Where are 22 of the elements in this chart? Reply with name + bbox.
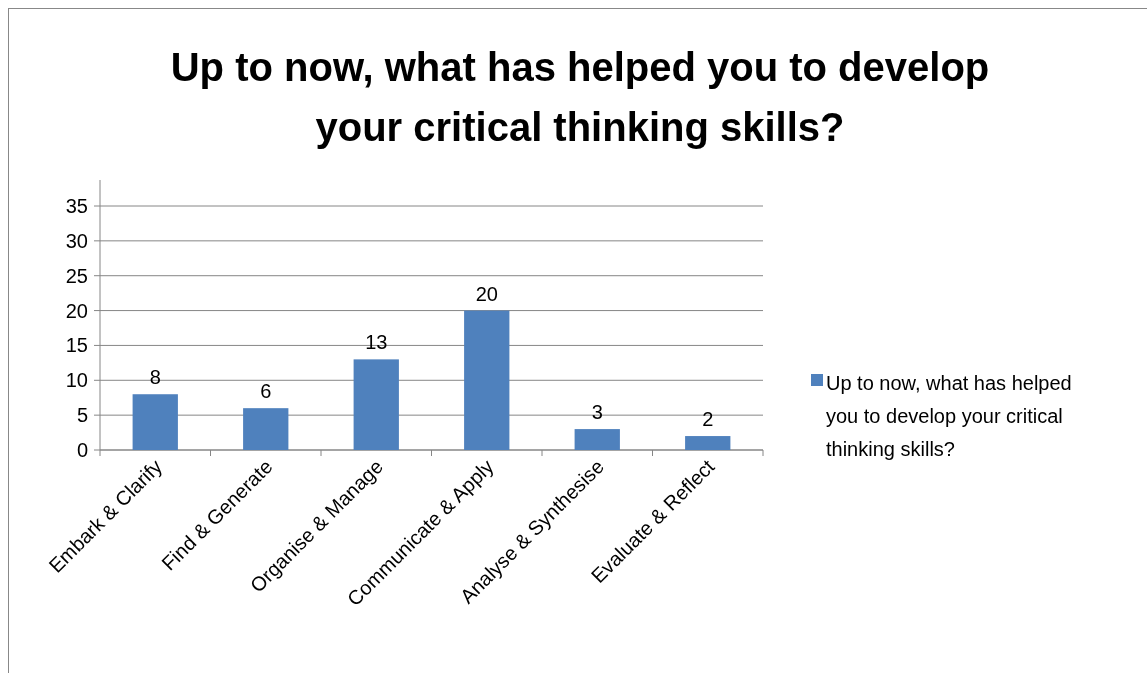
chart-title: Up to now, what has helped you to develop your critical thinking skills? xyxy=(170,45,990,149)
data-label: 3 xyxy=(591,401,603,424)
data-label: 2 xyxy=(702,408,714,431)
bar xyxy=(464,310,510,450)
bar xyxy=(132,394,178,450)
y-tick-label: 5 xyxy=(76,404,88,427)
y-tick-label: 15 xyxy=(65,334,88,357)
data-label: 6 xyxy=(260,380,272,403)
y-tick-label: 20 xyxy=(65,299,88,322)
y-tick-label: 0 xyxy=(76,439,88,461)
bar xyxy=(685,436,731,450)
bar xyxy=(574,429,620,450)
y-tick-label: 35 xyxy=(65,195,88,217)
bar xyxy=(243,408,289,450)
y-tick-label: 25 xyxy=(65,264,88,287)
y-tick-label: 10 xyxy=(65,369,88,392)
y-tick-label: 30 xyxy=(65,229,88,252)
bar xyxy=(353,359,399,450)
data-label: 13 xyxy=(365,331,388,354)
data-label: 8 xyxy=(149,366,161,389)
data-label: 20 xyxy=(475,282,498,305)
legend-label: Up to now, what has helped you to develop your critical thinking skills? xyxy=(826,372,1072,460)
